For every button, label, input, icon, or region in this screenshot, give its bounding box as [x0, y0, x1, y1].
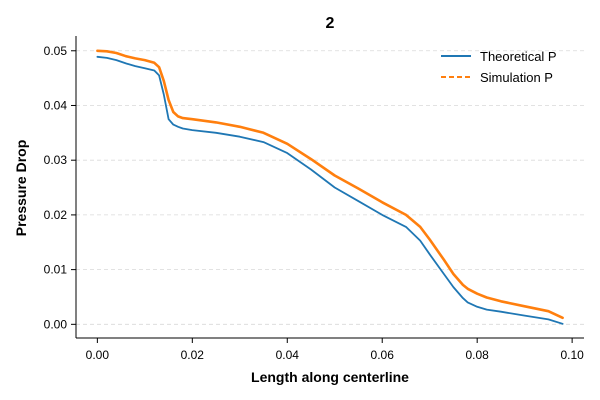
legend: Theoretical P Simulation P [441, 49, 557, 85]
chart-title: 2 [326, 15, 335, 32]
ticks-layer: 0.00 0.02 0.04 0.06 0.08 0.10 0.00 0.01 0.02 0.03… [44, 44, 584, 362]
series-layer [96, 49, 564, 325]
y-tick-label-5: 0.05 [44, 44, 68, 58]
y-tick-label-4: 0.04 [44, 98, 68, 112]
legend-label-simulation: Simulation P [480, 70, 553, 85]
y-tick-label-2: 0.02 [44, 208, 68, 222]
grid-layer [76, 50, 584, 325]
x-tick-label-1: 0.02 [181, 348, 205, 362]
series-line-simulation [96, 49, 564, 320]
legend-label-theoretical: Theoretical P [480, 49, 557, 64]
x-axis-label: Length along centerline [251, 369, 409, 385]
y-tick-label-1: 0.01 [44, 263, 68, 277]
axes-layer [75, 36, 584, 339]
y-axis-label: Pressure Drop [13, 140, 29, 236]
x-tick-label-0: 0.00 [86, 348, 110, 362]
y-tick-label-3: 0.03 [44, 153, 68, 167]
x-tick-label-5: 0.10 [560, 348, 584, 362]
x-tick-label-2: 0.04 [276, 348, 300, 362]
x-tick-label-3: 0.06 [371, 348, 395, 362]
series-line-theoretical [96, 55, 564, 325]
x-tick-label-4: 0.08 [465, 348, 489, 362]
y-tick-label-0: 0.00 [44, 317, 68, 331]
